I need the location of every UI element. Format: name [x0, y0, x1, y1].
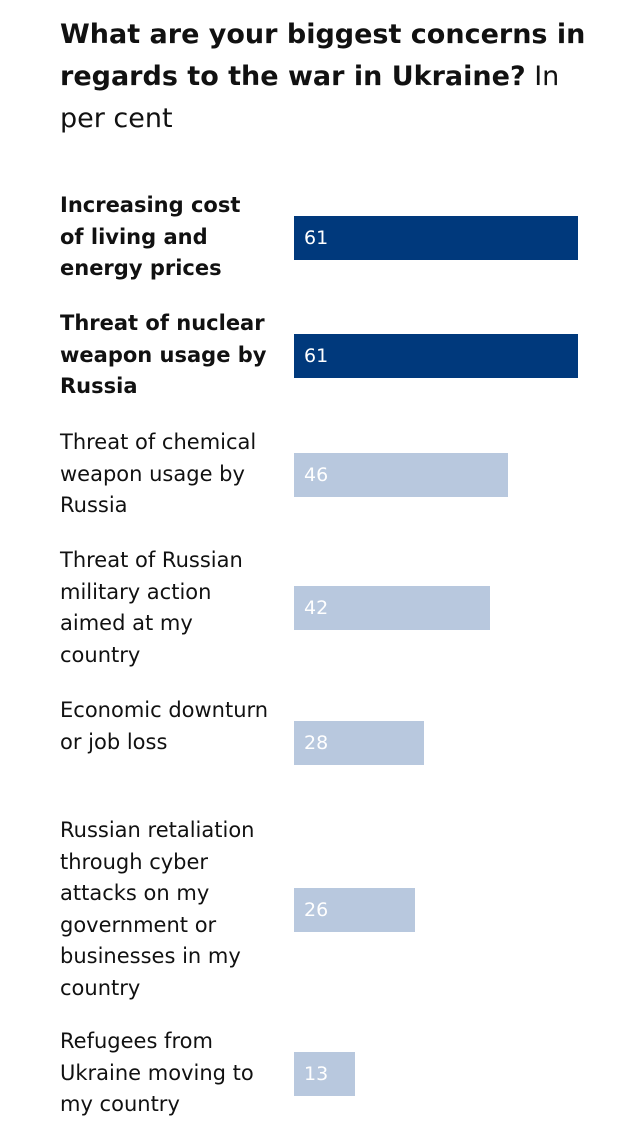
unit-note: In per cent [60, 61, 560, 134]
category-label: Threat of nuclear weapon usage by Russia [60, 311, 267, 398]
chart-title: What are your biggest concerns in regard… [60, 14, 600, 140]
value-label: 61 [304, 344, 329, 367]
value-label: 46 [304, 463, 329, 486]
bar: 13 [294, 1051, 355, 1096]
value-label: 13 [304, 1062, 329, 1085]
title-text: What are your biggest concerns in regard… [60, 19, 586, 92]
bar: 61 [294, 215, 579, 260]
category-label: Threat of Russian military action aimed … [60, 548, 243, 667]
bar-row: Threat of nuclear weapon usage by Russia… [0, 308, 640, 403]
bar-row: Increasing cost of living and energy pri… [0, 190, 640, 285]
category-label: Refugees from Ukraine moving to my count… [60, 1029, 254, 1116]
bar-row: Threat of Russian military action aimed … [0, 545, 640, 671]
bar: 28 [294, 720, 425, 765]
category-label: Threat of chemical weapon usage by Russi… [60, 430, 257, 517]
category-label: Increasing cost of living and energy pri… [60, 193, 241, 280]
bar-row: Threat of chemical weapon usage by Russi… [0, 427, 640, 522]
value-label: 26 [304, 898, 329, 921]
value-label: 42 [304, 597, 329, 619]
bar: 42 [294, 586, 490, 630]
bar-row: Refugees from Ukraine moving to my count… [0, 1026, 640, 1121]
bar-row: Economic downturn or job loss 28 [0, 695, 640, 790]
bar: 46 [294, 452, 509, 497]
bar: 61 [294, 333, 579, 378]
bar: 26 [294, 887, 416, 932]
value-label: 61 [304, 226, 329, 249]
category-label: Economic downturn or job loss [60, 698, 269, 754]
bar-row: Russian retaliation through cyber attack… [0, 815, 640, 1004]
value-label: 28 [304, 731, 329, 754]
category-label: Russian retaliation through cyber attack… [60, 818, 255, 1000]
